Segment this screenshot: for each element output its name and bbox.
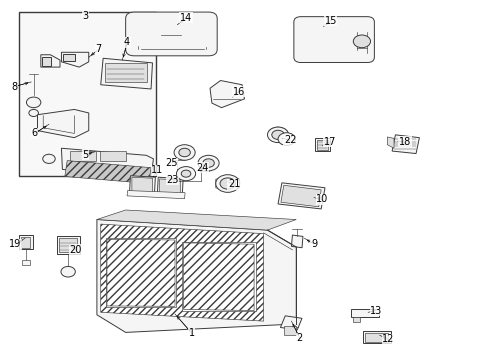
Polygon shape bbox=[386, 137, 393, 148]
Text: 21: 21 bbox=[227, 179, 240, 189]
Circle shape bbox=[352, 35, 370, 48]
Circle shape bbox=[278, 133, 295, 145]
Circle shape bbox=[220, 178, 235, 189]
Text: 1: 1 bbox=[188, 328, 194, 338]
Polygon shape bbox=[160, 179, 180, 195]
Polygon shape bbox=[280, 316, 302, 330]
Bar bbox=[317, 140, 327, 150]
Bar bbox=[19, 235, 33, 249]
Polygon shape bbox=[61, 52, 89, 67]
Bar bbox=[104, 63, 146, 82]
Polygon shape bbox=[280, 185, 321, 207]
Circle shape bbox=[181, 170, 190, 177]
Polygon shape bbox=[291, 235, 303, 248]
Text: 20: 20 bbox=[69, 245, 82, 255]
Bar bbox=[283, 327, 295, 335]
Polygon shape bbox=[97, 220, 296, 332]
Polygon shape bbox=[97, 210, 296, 230]
Text: 12: 12 bbox=[381, 334, 394, 345]
Circle shape bbox=[198, 155, 219, 171]
Bar bbox=[182, 242, 256, 311]
Bar bbox=[69, 151, 96, 161]
Polygon shape bbox=[129, 176, 155, 195]
Circle shape bbox=[26, 97, 41, 108]
Text: 10: 10 bbox=[315, 194, 327, 204]
Polygon shape bbox=[132, 177, 152, 193]
Text: 6: 6 bbox=[31, 129, 38, 139]
Text: 24: 24 bbox=[196, 163, 208, 173]
Text: 5: 5 bbox=[82, 150, 88, 159]
Circle shape bbox=[267, 127, 288, 143]
Polygon shape bbox=[101, 58, 152, 89]
Circle shape bbox=[215, 175, 239, 192]
Text: 19: 19 bbox=[9, 239, 21, 249]
Text: 16: 16 bbox=[232, 87, 244, 97]
Text: 13: 13 bbox=[369, 306, 382, 315]
Bar bbox=[57, 236, 80, 254]
Text: 17: 17 bbox=[323, 137, 335, 147]
Bar bbox=[19, 13, 156, 176]
Circle shape bbox=[42, 154, 55, 163]
Circle shape bbox=[179, 148, 190, 157]
Polygon shape bbox=[107, 239, 175, 306]
Bar bbox=[63, 54, 75, 61]
Bar bbox=[42, 57, 51, 66]
Bar bbox=[352, 316, 359, 322]
Bar bbox=[315, 138, 329, 151]
Polygon shape bbox=[391, 135, 419, 154]
Bar bbox=[100, 151, 126, 161]
Bar bbox=[21, 260, 30, 265]
Polygon shape bbox=[209, 81, 244, 108]
Text: 18: 18 bbox=[398, 137, 410, 147]
Circle shape bbox=[176, 167, 195, 181]
Circle shape bbox=[61, 266, 75, 277]
Text: 11: 11 bbox=[151, 165, 163, 175]
Polygon shape bbox=[41, 55, 60, 67]
Bar bbox=[350, 309, 378, 317]
Polygon shape bbox=[64, 161, 151, 184]
Bar bbox=[363, 330, 390, 343]
Text: 23: 23 bbox=[166, 175, 179, 185]
Bar bbox=[365, 333, 387, 342]
Bar bbox=[21, 237, 30, 248]
Text: 22: 22 bbox=[283, 135, 296, 145]
Text: 7: 7 bbox=[95, 45, 101, 54]
Polygon shape bbox=[38, 109, 89, 138]
Polygon shape bbox=[127, 190, 184, 199]
Circle shape bbox=[203, 159, 214, 167]
FancyBboxPatch shape bbox=[293, 17, 374, 63]
Bar bbox=[105, 238, 176, 307]
Text: 25: 25 bbox=[165, 158, 178, 168]
Circle shape bbox=[271, 130, 284, 139]
Bar bbox=[59, 238, 77, 252]
Text: 2: 2 bbox=[296, 333, 302, 343]
Text: 14: 14 bbox=[180, 13, 192, 23]
FancyBboxPatch shape bbox=[125, 12, 217, 56]
Polygon shape bbox=[101, 224, 263, 321]
Text: 8: 8 bbox=[11, 81, 18, 91]
Polygon shape bbox=[278, 183, 325, 209]
Polygon shape bbox=[183, 243, 254, 311]
Text: 9: 9 bbox=[310, 239, 316, 249]
Text: 4: 4 bbox=[124, 37, 130, 48]
Circle shape bbox=[174, 145, 195, 160]
Polygon shape bbox=[61, 148, 153, 176]
Circle shape bbox=[29, 109, 39, 117]
Text: 3: 3 bbox=[82, 11, 88, 21]
Text: 15: 15 bbox=[324, 15, 336, 26]
Polygon shape bbox=[157, 177, 183, 197]
